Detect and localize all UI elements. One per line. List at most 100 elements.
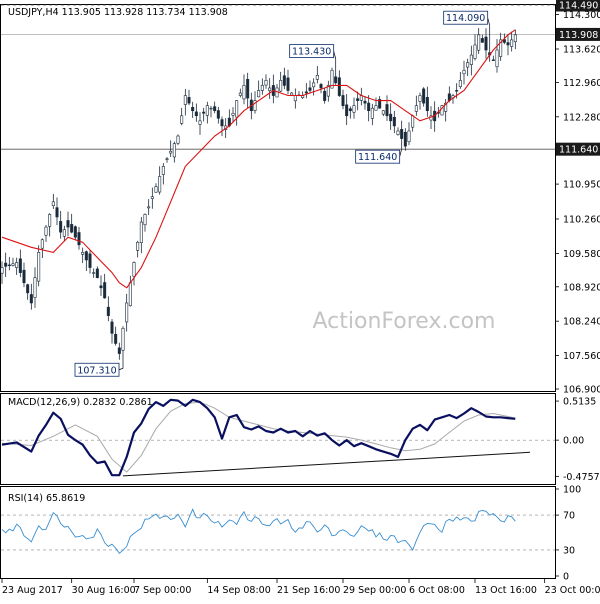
candle-body <box>147 206 151 209</box>
current-price-tag-text: 113.908 <box>559 30 598 41</box>
macd-panel-frame <box>0 393 556 485</box>
candle-body <box>315 75 319 80</box>
candle-body <box>117 347 121 354</box>
callout-label: 111.640 <box>358 152 397 163</box>
callout-label: 114.090 <box>446 13 485 24</box>
x-tick-label: 23 Aug 2017 <box>2 585 63 596</box>
candle-body <box>319 84 323 89</box>
rsi-line <box>1 508 516 554</box>
candle-body <box>312 82 316 88</box>
macd-trendline <box>122 451 531 477</box>
candle-body <box>51 201 55 207</box>
moving-average-line <box>1 29 516 289</box>
x-tick-label: 29 Sep 00:00 <box>343 585 406 596</box>
macd-y-tick-label: -0.4757 <box>563 472 600 483</box>
candle-body <box>143 214 147 226</box>
candle-body <box>128 282 132 307</box>
candle-body <box>282 75 286 86</box>
callout-box <box>443 10 489 25</box>
candle-body <box>323 90 327 101</box>
callout-box <box>355 149 401 164</box>
candle-body <box>213 106 217 112</box>
candle-body <box>506 42 510 46</box>
candle-body <box>205 105 209 116</box>
candle-body <box>191 106 195 112</box>
candle-body <box>235 100 239 118</box>
candle-body <box>55 207 59 218</box>
candle-body <box>99 285 103 289</box>
candle-body <box>473 44 477 59</box>
candle-body <box>176 135 180 144</box>
callout-label: 113.430 <box>292 47 331 58</box>
candle-body <box>0 267 4 274</box>
candle-body <box>209 107 213 110</box>
candle-body <box>422 88 426 104</box>
candle-body <box>389 113 393 122</box>
rsi-plot <box>1 508 555 554</box>
candle-body <box>290 92 294 96</box>
candle-body <box>484 36 488 51</box>
candle-body <box>502 39 506 43</box>
candle-body <box>132 262 136 277</box>
candle-body <box>462 69 466 75</box>
candle-body <box>499 39 503 57</box>
candle-body <box>187 97 191 104</box>
candle-body <box>180 115 184 124</box>
watermark: ActionForex.com <box>313 309 496 334</box>
candle-body <box>378 99 382 109</box>
level-tag-bg <box>556 0 600 12</box>
candle-body <box>106 306 110 316</box>
price-y-tick-label: 108.240 <box>563 317 600 328</box>
candle-body <box>161 166 165 175</box>
candle-body <box>367 102 371 112</box>
candle-body <box>480 38 484 43</box>
candle-body <box>381 110 385 115</box>
macd-signal-line <box>1 401 516 473</box>
candle-body <box>403 131 407 147</box>
candle-body <box>18 258 22 273</box>
candle-body <box>11 263 15 266</box>
price-y-tick-label: 113.620 <box>563 44 600 55</box>
candle-body <box>264 80 268 86</box>
candle-body <box>26 284 30 294</box>
candle-body <box>48 214 52 227</box>
candle-body <box>114 333 118 344</box>
candle-body <box>396 130 400 135</box>
rsi-y-tick-label: 100 <box>563 485 581 496</box>
candle-body <box>66 220 70 228</box>
macd-y-tick-label: 0.5135 <box>563 397 596 408</box>
candle-body <box>7 264 11 267</box>
candle-body <box>194 111 198 117</box>
candle-body <box>33 277 37 298</box>
candle-body <box>238 92 242 96</box>
candle-body <box>172 143 176 158</box>
candle-body <box>4 262 8 267</box>
price-y-tick-label: 110.260 <box>563 214 600 225</box>
macd-line <box>1 398 516 477</box>
candle-body <box>81 252 85 255</box>
callout-box <box>289 44 335 59</box>
price-y-tick-label: 110.950 <box>563 180 600 191</box>
candle-body <box>169 150 173 154</box>
price-y-tick-label: 108.920 <box>563 282 600 293</box>
candle-body <box>154 186 158 193</box>
x-tick-label: 13 Oct 16:00 <box>475 585 537 596</box>
candle-body <box>165 158 169 160</box>
candle-body <box>268 87 272 91</box>
candle-body <box>121 327 125 351</box>
price-y-tick-label: 114.300 <box>563 10 600 21</box>
candle-body <box>411 115 415 128</box>
candle-body <box>392 116 396 127</box>
candle-body <box>495 49 499 68</box>
candle-body <box>407 130 411 143</box>
candle-body <box>491 59 495 61</box>
candle-body <box>95 268 99 278</box>
candle-body <box>477 34 481 51</box>
rsi-title: RSI(14) 65.8619 <box>8 493 85 504</box>
candle-body <box>286 77 290 91</box>
level-tag-bg <box>556 142 600 156</box>
candle-body <box>73 226 77 238</box>
candle-body <box>183 95 187 105</box>
